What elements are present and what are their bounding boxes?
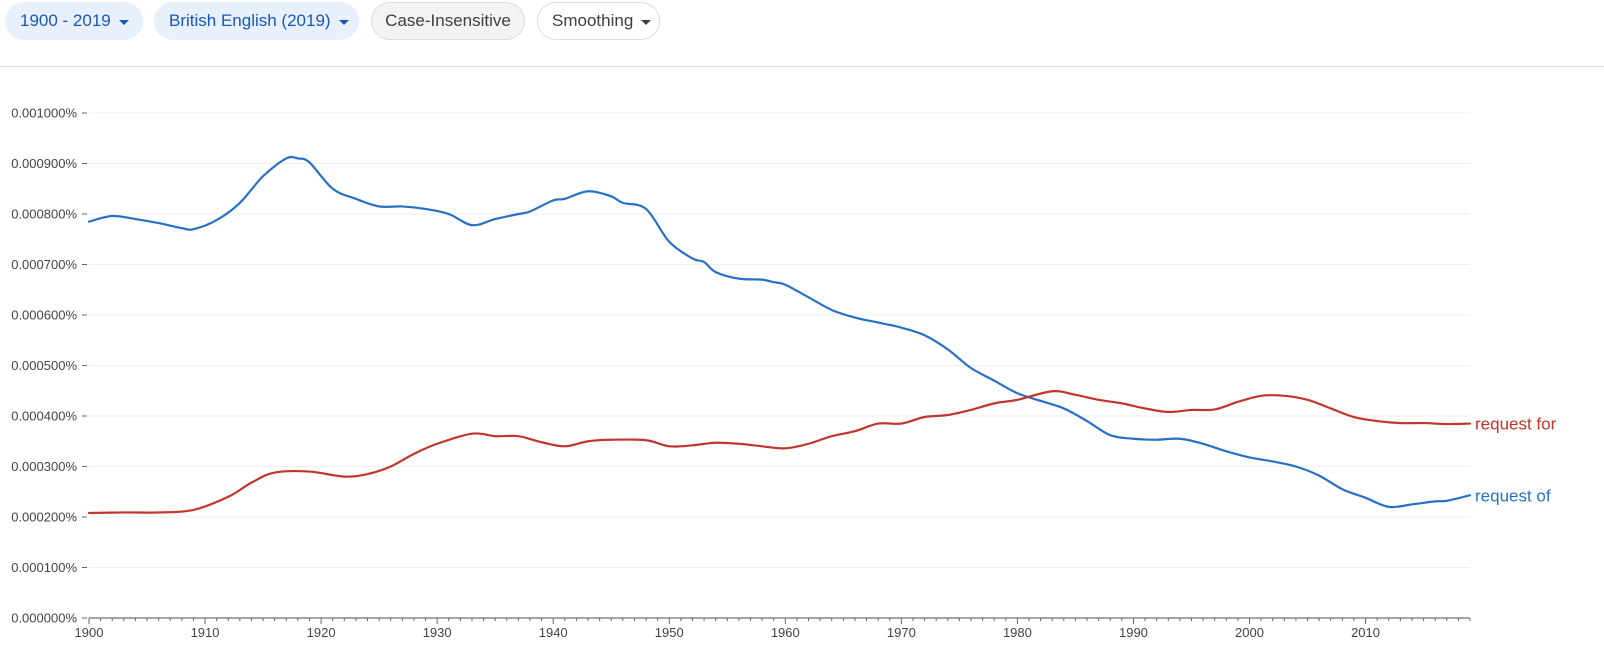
x-tick-label: 1960 xyxy=(771,625,800,640)
smoothing-dropdown[interactable]: Smoothing xyxy=(537,2,660,40)
case-insensitive-toggle[interactable]: Case-Insensitive xyxy=(371,2,525,40)
chevron-down-icon xyxy=(641,19,652,25)
x-tick-label: 1910 xyxy=(191,625,220,640)
y-tick-label: 0.000000% xyxy=(11,611,77,626)
gridlines xyxy=(89,112,1470,568)
y-tick-label: 0.000400% xyxy=(11,409,77,424)
x-tick-label: 1990 xyxy=(1119,625,1148,640)
x-tick-label: 1970 xyxy=(887,625,916,640)
x-tick-label: 1950 xyxy=(655,625,684,640)
axes: 0.000000% 0.000100% 0.000200% 0.000300% 0.00… xyxy=(11,106,1471,640)
year-range-label: 1900 - 2019 xyxy=(20,11,111,30)
series-lines xyxy=(87,155,1472,515)
y-tick-label: 0.000700% xyxy=(11,257,77,272)
corpus-dropdown[interactable]: British English (2019) xyxy=(154,2,359,40)
x-tick-label: 1920 xyxy=(307,625,336,640)
y-tick-label: 0.000900% xyxy=(11,156,77,171)
year-range-dropdown[interactable]: 1900 - 2019 xyxy=(5,2,143,40)
y-tick-label: 0.001000% xyxy=(11,106,77,121)
series-label-request-of[interactable]: request of xyxy=(1475,486,1551,505)
y-tick-label: 0.000200% xyxy=(11,510,77,525)
smoothing-label: Smoothing xyxy=(552,11,634,30)
series-labels: request of request for xyxy=(1475,415,1557,506)
case-insensitive-label: Case-Insensitive xyxy=(385,11,511,30)
x-tick-label: 2000 xyxy=(1235,625,1264,640)
corpus-label: British English (2019) xyxy=(169,11,331,30)
y-tick-label: 0.000300% xyxy=(11,459,77,474)
filter-toolbar: 1900 - 2019 British English (2019) Case-… xyxy=(0,0,1604,67)
y-tick-label: 0.000100% xyxy=(11,560,77,575)
x-tick-label: 1980 xyxy=(1003,625,1032,640)
x-tick-label: 2010 xyxy=(1351,625,1380,640)
series-label-request-for[interactable]: request for xyxy=(1475,415,1557,434)
y-tick-label: 0.000800% xyxy=(11,207,77,222)
y-tick-label: 0.000500% xyxy=(11,358,77,373)
series-line-request-for[interactable] xyxy=(87,390,1472,515)
x-tick-label: 1930 xyxy=(423,625,452,640)
chevron-down-icon xyxy=(338,19,349,25)
chevron-down-icon xyxy=(118,19,129,25)
x-tick-label: 1900 xyxy=(75,625,104,640)
series-line-request-of[interactable] xyxy=(87,155,1472,509)
y-tick-label: 0.000600% xyxy=(11,308,77,323)
x-tick-label: 1940 xyxy=(539,625,568,640)
